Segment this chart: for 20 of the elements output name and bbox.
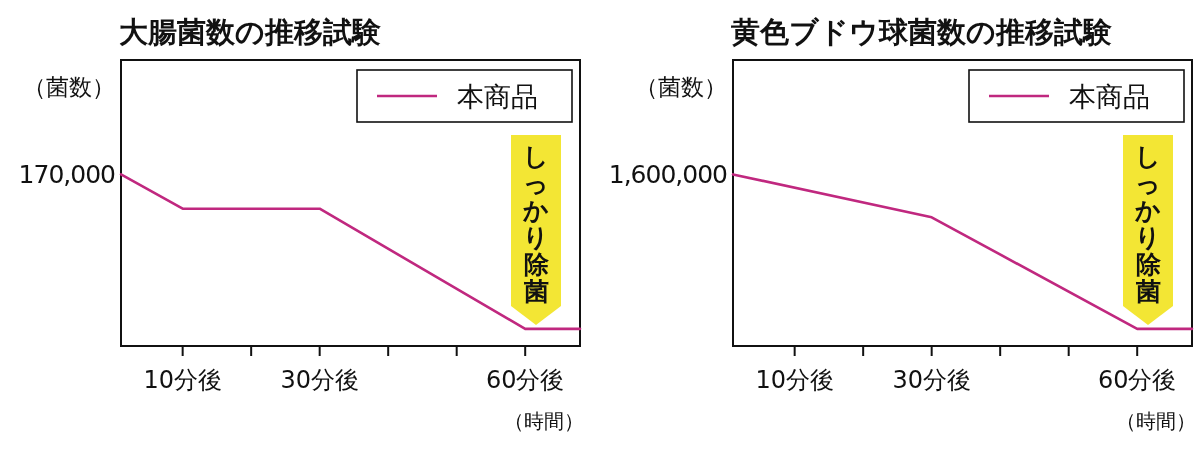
legend-label: 本商品 [1069, 81, 1150, 112]
y-axis-title: （菌数） [23, 74, 115, 100]
x-tick-label: 60分後 [1097, 366, 1177, 394]
x-axis-title: （時間） [504, 409, 584, 433]
legend-label: 本商品 [457, 81, 538, 112]
annotation: 1,600,000 [608, 160, 728, 190]
x-tick-label: 10分後 [755, 366, 834, 394]
chart-title: 黄色ブドウ球菌数の推移試験 [730, 15, 1112, 49]
annotation: しっかり除菌 [1134, 142, 1162, 306]
x-tick-label: 60分後 [485, 366, 565, 394]
y-axis-title: （菌数） [635, 74, 727, 100]
x-tick-label: 10分後 [143, 366, 222, 394]
annotation: しっかり除菌 [522, 142, 550, 306]
legend: 本商品 [356, 69, 573, 123]
legend: 本商品 [968, 69, 1185, 123]
x-tick-label: 30分後 [280, 366, 359, 394]
chart-title: 大腸菌数の推移試験 [119, 15, 381, 49]
x-axis-title: （時間） [1116, 409, 1196, 433]
x-tick-label: 30分後 [892, 366, 971, 394]
annotation: 170,000 [18, 160, 116, 190]
